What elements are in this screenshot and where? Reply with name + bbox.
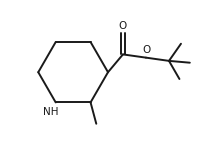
Text: NH: NH	[43, 107, 59, 117]
Text: O: O	[119, 21, 127, 31]
Text: O: O	[143, 45, 151, 56]
